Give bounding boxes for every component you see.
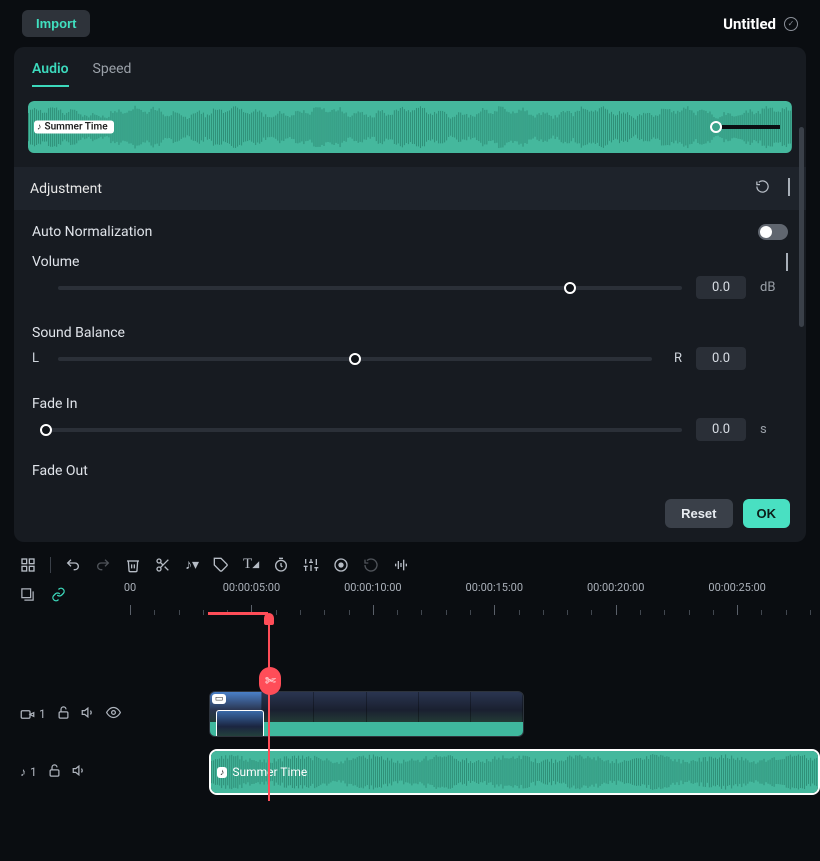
video-track-row: 1 ✄ ▭ <box>0 685 820 743</box>
audio-panel: Audio Speed Summer Time Adjustment Auto … <box>14 47 806 542</box>
audio-mute-icon[interactable] <box>72 763 87 781</box>
project-title[interactable]: Untitled <box>723 15 776 33</box>
video-clip-thumbnail <box>216 710 264 737</box>
balance-value[interactable]: 0.0 <box>696 347 746 370</box>
video-clip-badge-icon: ▭ <box>212 694 227 704</box>
cut-icon[interactable] <box>155 557 171 573</box>
auto-normalization-toggle[interactable] <box>758 224 788 240</box>
fadein-value[interactable]: 0.0 <box>696 418 746 441</box>
reset-button[interactable]: Reset <box>665 499 732 528</box>
waveform-trim-remainder <box>722 125 780 129</box>
timeline: 00 00:00:05:00 00:00:10:00 00:00:15:00 00:00… <box>0 581 820 801</box>
video-track-index: 1 <box>39 707 46 721</box>
visibility-icon[interactable] <box>106 705 121 723</box>
playhead[interactable] <box>268 615 270 801</box>
sliders-icon[interactable] <box>303 557 319 573</box>
ruler-label: 00:00:05:00 <box>223 581 280 594</box>
timeline-tracks: 1 ✄ ▭ ♪ 1 <box>0 615 820 801</box>
balance-left-label: L <box>32 351 44 366</box>
timeline-toolbar: ♪▾ T◢ <box>0 542 820 581</box>
record-icon[interactable] <box>333 557 349 573</box>
balance-row: Sound Balance <box>14 307 806 341</box>
waveform-preview[interactable]: Summer Time <box>28 101 792 153</box>
balance-slider-thumb[interactable] <box>349 353 361 365</box>
trash-icon[interactable] <box>125 557 141 573</box>
import-button[interactable]: Import <box>22 10 90 37</box>
volume-row: Volume <box>14 240 806 270</box>
fadein-row: Fade In <box>14 378 806 412</box>
undo-adjustment-icon[interactable] <box>755 179 770 198</box>
timeline-ruler[interactable]: 0000:00:05:0000:00:10:0000:00:15:0000:00… <box>130 581 810 615</box>
mute-icon[interactable] <box>81 705 96 723</box>
auto-normalization-label: Auto Normalization <box>32 224 152 240</box>
fadein-slider-thumb[interactable] <box>40 424 52 436</box>
lock-icon[interactable] <box>56 705 71 723</box>
music-icon[interactable]: ♪▾ <box>185 556 199 573</box>
adjustment-header: Adjustment <box>14 167 806 210</box>
fadeout-row: Fade Out <box>14 449 806 483</box>
volume-value[interactable]: 0.0 <box>696 276 746 299</box>
undo-icon[interactable] <box>65 557 81 573</box>
link-icon[interactable] <box>51 587 66 615</box>
fadein-slider[interactable] <box>46 428 682 432</box>
fadein-unit: s <box>760 422 788 437</box>
volume-keyframe-icon[interactable] <box>786 254 788 270</box>
ok-button[interactable]: OK <box>743 499 791 528</box>
audio-clip[interactable]: Summer Time <box>209 749 820 795</box>
title-check-icon: ✓ <box>784 17 798 31</box>
waveform-track-name: Summer Time <box>34 121 114 134</box>
volume-label: Volume <box>32 254 79 270</box>
audio-track-row: ♪ 1 Summer Time <box>0 743 820 801</box>
top-bar: Import Untitled ✓ <box>0 0 820 47</box>
audio-track-index: 1 <box>30 765 37 779</box>
equalizer-icon[interactable] <box>393 557 409 573</box>
audio-clip-label: Summer Time <box>217 765 307 779</box>
timer-icon[interactable] <box>273 557 289 573</box>
redo-icon[interactable] <box>95 557 111 573</box>
history-icon[interactable] <box>363 557 379 573</box>
cut-marker-icon[interactable]: ✄ <box>259 667 281 695</box>
video-track-head: 1 <box>0 705 130 723</box>
panel-footer: Reset OK <box>14 483 806 532</box>
tab-audio[interactable]: Audio <box>32 61 69 77</box>
ruler-label: 00:00:20:00 <box>587 581 644 594</box>
video-clip[interactable]: ▭ <box>209 691 524 737</box>
ruler-label: 00:00:15:00 <box>466 581 523 594</box>
ruler-label: 00:00:10:00 <box>344 581 401 594</box>
auto-normalization-row: Auto Normalization <box>14 210 806 240</box>
text-icon[interactable]: T◢ <box>243 556 259 573</box>
tab-speed[interactable]: Speed <box>93 61 132 77</box>
toolbar-separator <box>50 557 51 573</box>
volume-slider[interactable] <box>58 286 682 290</box>
adjustment-title: Adjustment <box>30 181 102 197</box>
waveform-trim-handle[interactable] <box>710 121 722 133</box>
balance-label: Sound Balance <box>32 325 125 341</box>
fadeout-label: Fade Out <box>32 463 88 479</box>
audio-track-head: ♪ 1 <box>0 763 130 781</box>
tag-icon[interactable] <box>213 557 229 573</box>
balance-slider[interactable] <box>58 357 652 361</box>
panel-scrollbar[interactable] <box>799 127 804 327</box>
ruler-label: 00 <box>124 581 136 594</box>
balance-right-label: R <box>666 351 682 366</box>
grid-icon[interactable] <box>20 557 36 573</box>
volume-unit: dB <box>760 280 788 295</box>
fadein-label: Fade In <box>32 396 77 412</box>
panel-tabs: Audio Speed <box>14 47 806 87</box>
frame-in-icon[interactable] <box>20 587 35 615</box>
ruler-label: 00:00:25:00 <box>708 581 765 594</box>
volume-slider-thumb[interactable] <box>564 282 576 294</box>
audio-lock-icon[interactable] <box>47 763 62 781</box>
keyframe-diamond-icon[interactable] <box>788 179 790 198</box>
